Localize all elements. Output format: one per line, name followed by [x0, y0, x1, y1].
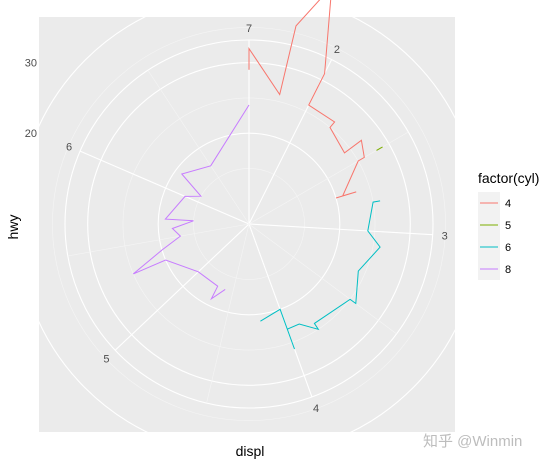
angle-tick-labels: 7 2 3 4 5 6 — [66, 23, 448, 415]
series-line-cyl-4 — [248, 0, 365, 199]
y-tick-labels: 203040 — [25, 58, 37, 141]
major-spoke — [248, 223, 433, 236]
series-line-cyl-6 — [260, 200, 381, 350]
series-line-cyl-8 — [132, 104, 250, 301]
angle-tick-label: 2 — [334, 44, 340, 56]
legend-title: factor(cyl) — [478, 170, 539, 186]
series-line-cyl-5 — [376, 146, 383, 151]
angle-tick-label: 5 — [103, 354, 109, 366]
series-layer — [132, 0, 383, 350]
y-tick-label: 20 — [25, 128, 37, 140]
angle-tick-label: 6 — [66, 141, 72, 153]
angle-tick-label: 7 — [246, 23, 252, 35]
minor-spoke — [248, 223, 397, 335]
angle-tick-label: 4 — [313, 403, 319, 415]
x-axis-title: displ — [236, 443, 265, 459]
minor-spoke — [147, 70, 250, 225]
minor-grid-circle — [52, 27, 446, 421]
legend-label: 4 — [505, 198, 511, 210]
legend-label: 8 — [505, 264, 511, 276]
minor-spoke — [206, 223, 250, 404]
minor-spoke — [67, 223, 250, 257]
y-axis-title: hwy — [5, 215, 21, 240]
legend-items: 4 5 6 8 — [478, 192, 511, 280]
y-tick-label: 30 — [25, 58, 37, 70]
legend-label: 5 — [505, 220, 511, 232]
major-spoke — [79, 150, 250, 225]
legend: factor(cyl) 4 5 6 8 — [478, 170, 539, 280]
legend-label: 6 — [505, 242, 511, 254]
watermark: 知乎 @Winmin — [423, 433, 522, 450]
angle-tick-label: 3 — [442, 230, 448, 242]
major-spoke — [114, 223, 250, 351]
